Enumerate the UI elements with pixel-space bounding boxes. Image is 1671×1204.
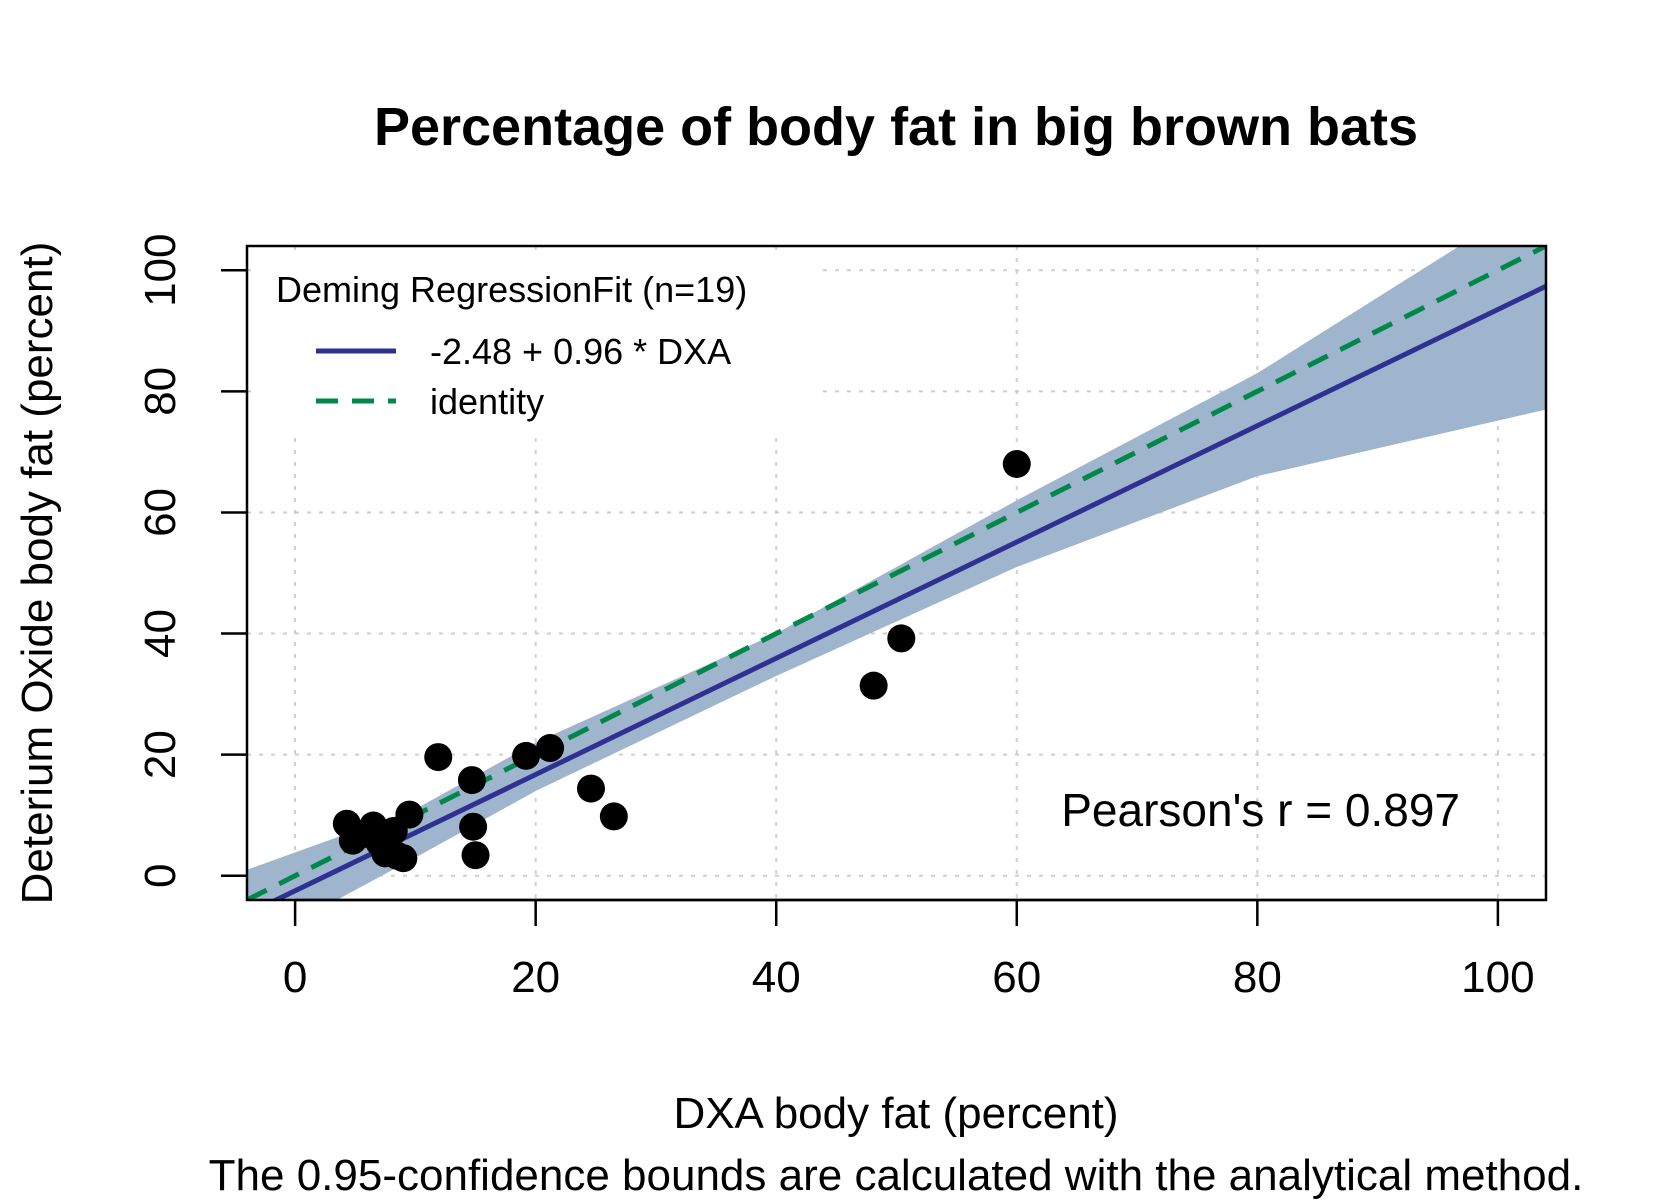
y-tick-label: 80	[136, 367, 185, 416]
y-axis: 0 20 40 60 80 100	[136, 234, 247, 888]
pearson-annotation: Pearson's r = 0.897	[1061, 784, 1460, 836]
y-tick-label: 20	[136, 730, 185, 779]
chart-title: Percentage of body fat in big brown bats	[374, 97, 1418, 157]
x-tick-label: 60	[992, 953, 1041, 1002]
legend: Deming RegressionFit (n=19) -2.48 + 0.96…	[252, 251, 822, 431]
legend-title: Deming RegressionFit (n=19)	[276, 269, 747, 310]
x-tick-label: 100	[1461, 953, 1534, 1002]
data-points	[332, 450, 1031, 873]
data-point	[389, 844, 418, 873]
data-point	[576, 774, 605, 803]
data-point	[512, 741, 541, 770]
regression-line	[270, 283, 1546, 900]
y-tick-label: 40	[136, 609, 185, 658]
x-axis: 0 20 40 60 80 100	[283, 898, 1535, 1002]
footnote: The 0.95-confidence bounds are calculate…	[209, 1151, 1584, 1200]
x-tick-label: 0	[283, 953, 307, 1002]
y-tick-label: 0	[136, 864, 185, 888]
x-tick-label: 40	[752, 953, 801, 1002]
data-point	[461, 841, 490, 870]
legend-label-regression: -2.48 + 0.96 * DXA	[430, 331, 731, 372]
x-tick-label: 80	[1233, 953, 1282, 1002]
y-tick-label: 60	[136, 488, 185, 537]
legend-background	[252, 251, 822, 431]
data-point	[395, 800, 424, 829]
legend-label-identity: identity	[430, 381, 544, 422]
data-point	[599, 802, 628, 831]
data-point	[459, 812, 488, 841]
data-point	[1002, 450, 1031, 478]
data-point	[457, 766, 486, 795]
x-axis-title: DXA body fat (percent)	[673, 1089, 1118, 1138]
y-tick-label: 100	[136, 234, 185, 307]
x-tick-label: 20	[511, 953, 560, 1002]
data-point	[536, 734, 565, 763]
y-axis-title: Deterium Oxide body fat (percent)	[13, 242, 62, 905]
data-point	[887, 624, 916, 653]
data-point	[859, 671, 888, 700]
identity-line	[247, 246, 1546, 900]
data-point	[424, 743, 453, 772]
